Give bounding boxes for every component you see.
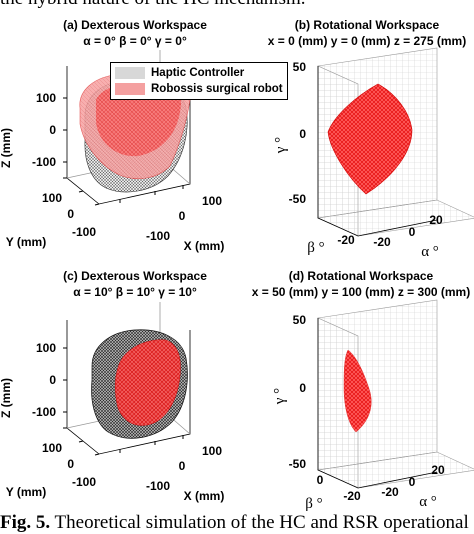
panel-b-zlabel: γ °	[273, 137, 289, 154]
panel-a-ylabel: Y (mm)	[6, 235, 46, 249]
panel-b-ztick-0: 0	[299, 127, 306, 141]
legend-swatch-rsr	[115, 83, 145, 95]
panel-d-ylabel: β °	[305, 496, 322, 512]
panel-d-xtick-neg20: -20	[381, 485, 399, 499]
panel-c-rsr-surface	[115, 339, 181, 426]
panel-a-ztick-100: 100	[36, 91, 56, 105]
panel-c-ztick-neg100: -100	[32, 405, 56, 419]
panel-a-subtitle: α = 0° β = 0° γ = 0°	[83, 34, 187, 48]
panel-c-ytick-neg100: -100	[72, 475, 96, 489]
panel-b-xtick-0: 0	[409, 225, 416, 239]
panel-b-ytick-neg20: -20	[337, 233, 355, 247]
panel-d-xtick-20: 20	[431, 463, 445, 477]
panel-a-ytick-neg100: -100	[72, 225, 96, 239]
figure-caption: Fig. 5. Theoretical simulation of the HC…	[0, 512, 469, 534]
panel-a-xtick-100: 100	[202, 194, 222, 208]
panel-d-zlabel: γ °	[272, 388, 288, 405]
panel-c-xlabel: X (mm)	[184, 489, 225, 503]
legend-item-hc: Haptic Controller	[115, 65, 283, 81]
caption-label: Fig. 5.	[0, 512, 51, 533]
panel-d-axes	[316, 299, 474, 489]
panel-b-subtitle: x = 0 (mm) y = 0 (mm) z = 275 (mm)	[267, 34, 467, 48]
panel-b-title: (b) Rotational Workspace	[294, 18, 440, 32]
panel-d-ytick-0: 0	[317, 473, 324, 487]
panel-c-ytick-0: 0	[67, 457, 74, 471]
panel-c-ztick-100: 100	[36, 341, 56, 355]
panel-c-xtick-0: 0	[179, 459, 186, 473]
panel-b-ztick-50: 50	[293, 60, 307, 74]
panel-c-xtick-neg100: -100	[146, 479, 170, 493]
panel-c-ylabel: Y (mm)	[6, 485, 46, 499]
panel-a-legend: Haptic Controller Robossis surgical robo…	[110, 62, 288, 100]
panel-c-ytick-100: 100	[42, 441, 62, 455]
panel-d-ztick-50: 50	[293, 313, 307, 327]
panel-a-xtick-neg100: -100	[146, 229, 170, 243]
panel-a-ztick-0: 0	[49, 123, 56, 137]
panel-a-xlabel: X (mm)	[184, 239, 225, 253]
panel-d-xlabel: α °	[419, 494, 437, 510]
panel-b-rotational-surface	[327, 83, 413, 195]
panel-a-ztick-neg100: -100	[32, 155, 56, 169]
panel-c-ztick-0: 0	[49, 373, 56, 387]
panel-d-xtick-0: 0	[409, 475, 416, 489]
panel-b-xtick-20: 20	[429, 213, 443, 227]
panel-c-subtitle: α = 10° β = 10° γ = 10°	[73, 285, 197, 299]
caption-text: Theoretical simulation of the HC and RSR…	[50, 512, 469, 533]
legend-label-hc: Haptic Controller	[151, 67, 245, 79]
panel-a-ytick-100: 100	[42, 191, 62, 205]
panel-c-xtick-100: 100	[202, 444, 222, 458]
panel-d-rotational-surface	[343, 349, 372, 433]
panel-a-title: (a) Dexterous Workspace	[63, 18, 207, 32]
panel-b-ztick-neg50: -50	[289, 192, 307, 206]
top-text-fragment: the hybrid nature of the HC mechanism.	[0, 0, 306, 10]
legend-label-rsr: Robossis surgical robot	[151, 83, 283, 95]
panel-a-xtick-0: 0	[179, 209, 186, 223]
panel-a-zlabel: Z (mm)	[0, 128, 13, 168]
panel-c-title: (c) Dexterous Workspace	[63, 269, 207, 283]
panel-d-subtitle: x = 50 (mm) y = 100 (mm) z = 300 (mm)	[251, 285, 471, 299]
panel-d-ytick-neg20: -20	[343, 489, 361, 503]
panel-d-ztick-0: 0	[299, 381, 306, 395]
panel-c-zlabel: Z (mm)	[0, 378, 13, 418]
legend-swatch-hc	[115, 67, 145, 79]
panel-a-ytick-0: 0	[67, 207, 74, 221]
panel-b-xtick-neg20: -20	[373, 235, 391, 249]
panel-d-title: (d) Rotational Workspace	[288, 269, 434, 283]
panel-d-ztick-neg50: -50	[289, 457, 307, 471]
panel-a-z-ticks	[63, 97, 67, 163]
legend-item-rsr: Robossis surgical robot	[115, 81, 283, 97]
panel-b-ylabel: β °	[307, 240, 324, 256]
panel-b-xlabel: α °	[421, 244, 439, 260]
